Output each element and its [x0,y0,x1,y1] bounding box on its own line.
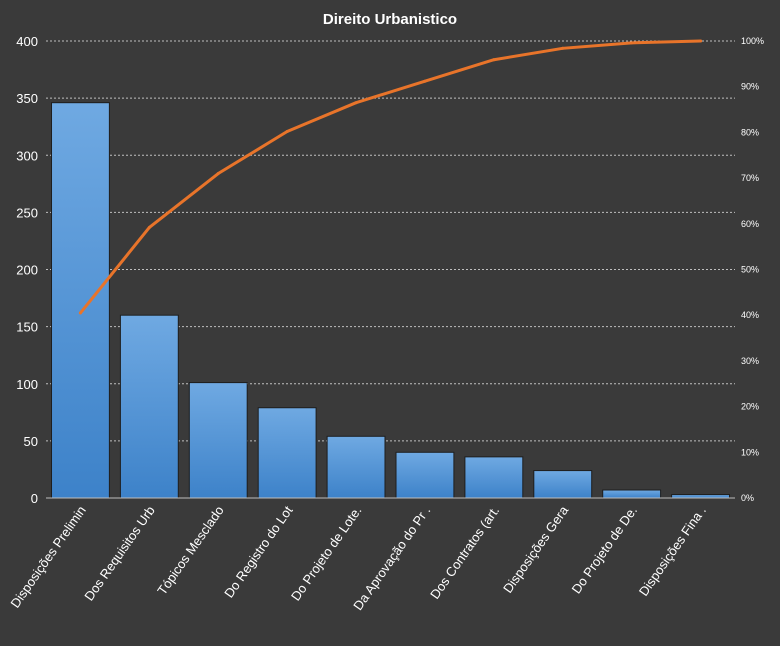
bars [51,102,730,499]
y2-tick-label: 80% [741,127,759,137]
y2-tick-label: 10% [741,447,759,457]
bar [464,456,524,499]
x-tick-label: Disposições Fina . [636,503,709,599]
y2-tick-label: 40% [741,310,759,320]
bar [395,451,455,499]
line-point [78,311,82,315]
y-tick-label: 300 [16,148,38,163]
y-tick-label: 50 [24,434,38,449]
x-tick-label: Do Projeto de Lote. [288,503,365,603]
x-tick-label: Tópicos Mesclado [154,503,226,597]
x-tick-label: Da Aprovação do Pr . [350,503,433,613]
cumulative-line [78,39,703,315]
x-tick-label: Disposições Prelimin [7,503,88,610]
y-axis-primary: 0 50 100 150 200 250 300 350 400 [16,34,38,506]
line-point [285,129,289,133]
line-point [354,101,358,105]
line-point [147,225,151,229]
x-tick-label: Do Registro do Lot [221,503,296,601]
x-tick-label: Dos Requisitos Urb [81,503,158,603]
y-axis-secondary: 0% 10% 20% 30% 40% 50% 60% 70% 80% 90% 100% [741,36,764,503]
y-tick-label: 200 [16,263,38,278]
gridlines [46,40,735,442]
bar [602,489,662,499]
x-tick-label: Do Projeto de De. [569,503,641,596]
y-tick-label: 100 [16,377,38,392]
y-tick-label: 150 [16,320,38,335]
y2-tick-label: 0% [741,493,754,503]
bar [119,314,179,499]
bar [257,407,317,499]
x-tick-label: Disposições Gera [500,502,572,595]
y-tick-label: 250 [16,205,38,220]
cumulative-series-line [78,39,703,315]
line-point [699,39,703,43]
y2-tick-label: 20% [741,402,759,412]
y2-tick-label: 70% [741,173,759,183]
y2-tick-label: 90% [741,82,759,92]
chart-title: Direito Urbanistico [323,11,457,28]
y2-tick-label: 60% [741,219,759,229]
line-point [423,79,427,83]
line-point [561,46,565,50]
y-tick-label: 400 [16,34,38,49]
bar [326,435,386,499]
y2-tick-label: 100% [741,36,764,46]
y-tick-label: 350 [16,91,38,106]
y-tick-label: 0 [31,491,38,506]
line-point [216,172,220,176]
bar [671,494,730,499]
line-point [492,58,496,62]
bar [533,470,593,499]
bar [188,382,248,499]
x-tick-label: Dos Contratos (art. [427,503,502,602]
line-point [630,41,634,45]
bar [51,102,110,499]
y2-tick-label: 30% [741,356,759,366]
y2-tick-label: 50% [741,265,759,275]
